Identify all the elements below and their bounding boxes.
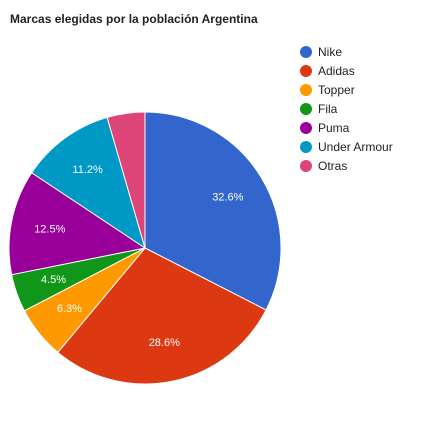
- legend-swatch: [300, 140, 312, 153]
- pie-slice-adidas[interactable]: [57, 247, 267, 385]
- legend-item-fila[interactable]: Fila: [300, 99, 393, 118]
- slice-label-puma: 12.5%: [34, 223, 65, 235]
- legend-label: Topper: [318, 82, 355, 97]
- legend-item-otras[interactable]: Otras: [300, 156, 393, 175]
- legend-item-nike[interactable]: Nike: [300, 42, 393, 61]
- legend-item-under-armour[interactable]: Under Armour: [300, 137, 393, 156]
- pie-slice-puma[interactable]: [8, 172, 147, 276]
- pie-slice-otras[interactable]: [106, 111, 146, 249]
- legend-label: Fila: [318, 101, 338, 116]
- legend-swatch: [300, 102, 312, 115]
- pie-slice-under-armour[interactable]: [31, 116, 146, 250]
- legend-item-adidas[interactable]: Adidas: [300, 61, 393, 80]
- legend-swatch: [300, 121, 312, 134]
- legend-swatch: [300, 45, 312, 58]
- legend-label: Under Armour: [318, 139, 393, 154]
- legend-swatch: [300, 159, 312, 172]
- slice-label-adidas: 28.6%: [149, 337, 180, 349]
- legend: Nike Adidas Topper Fila Puma Under Armour Otra…: [300, 42, 393, 175]
- slice-label-nike: 32.6%: [212, 191, 243, 203]
- legend-label: Puma: [318, 120, 350, 135]
- legend-label: Adidas: [318, 63, 355, 78]
- slice-label-under-armour: 11.2%: [72, 164, 103, 176]
- legend-label: Nike: [318, 44, 343, 59]
- legend-swatch: [300, 83, 312, 96]
- legend-label: Otras: [318, 158, 348, 173]
- slice-label-topper: 6.3%: [57, 303, 82, 315]
- slice-label-fila: 4.5%: [41, 274, 66, 286]
- legend-item-topper[interactable]: Topper: [300, 80, 393, 99]
- pie-slice-nike[interactable]: [144, 111, 282, 311]
- legend-swatch: [300, 64, 312, 77]
- chart-title: Marcas elegidas por la población Argenti…: [10, 12, 258, 26]
- legend-item-puma[interactable]: Puma: [300, 118, 393, 137]
- pie-slices: [8, 111, 282, 385]
- pie-slice-labels: 32.6% 28.6% 6.3% 4.5% 12.5% 11.2%: [34, 164, 243, 349]
